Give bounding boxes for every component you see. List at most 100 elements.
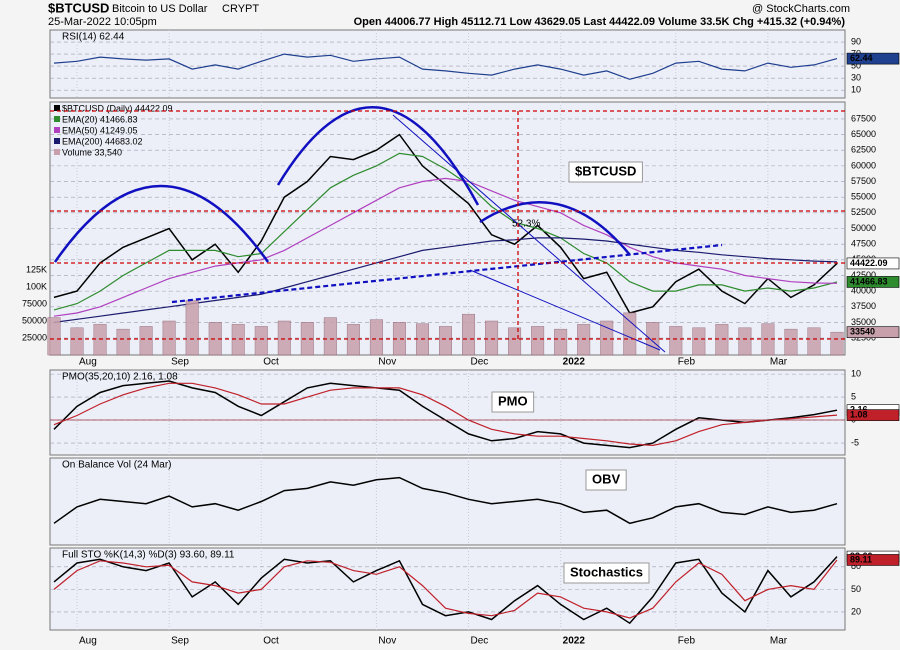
volume-bar <box>577 324 591 356</box>
legend-entry: EMA(20) 41466.83 <box>62 114 138 124</box>
last-value-label: 89.11 <box>850 554 872 564</box>
annotation: 52.3% <box>512 219 540 230</box>
volume-bar <box>554 328 568 356</box>
series-line <box>53 237 838 323</box>
y-tick-label: 52500 <box>851 207 876 217</box>
y-tick-label: 50 <box>851 60 861 70</box>
volume-bar <box>300 322 314 356</box>
brand: @ StockCharts.com <box>752 3 850 15</box>
volume-bar <box>277 320 291 356</box>
panel <box>49 101 846 356</box>
x-tick-label: Mar <box>770 357 788 368</box>
y-tick-label: 80 <box>851 561 861 571</box>
x-tick-label: Oct <box>263 636 279 647</box>
symbol: $BTCUSD <box>48 0 109 15</box>
y-tick-label: 30 <box>851 73 861 83</box>
panel-title: Full STO %K(14,3) %D(3) 93.60, 89.11 <box>62 550 235 561</box>
x-tick-label: Aug <box>79 357 97 368</box>
volume-bar <box>462 313 476 356</box>
y-tick-label: 47500 <box>851 239 876 249</box>
y-tick-label: 5 <box>851 391 856 401</box>
volume-bar <box>830 331 844 356</box>
y-tick-label: 60000 <box>851 160 876 170</box>
last-value-label: 41466.83 <box>850 276 888 286</box>
series-line <box>53 556 838 625</box>
drawn-annotation <box>479 201 631 256</box>
y-tick-label: 10 <box>851 369 861 379</box>
x-tick-label: Dec <box>471 357 489 368</box>
x-tick-label: Sep <box>171 636 189 647</box>
x-tick-label: Sep <box>171 357 189 368</box>
annotation-box <box>568 161 643 183</box>
legend-swatch <box>54 116 60 122</box>
y-tick-label: 42500 <box>851 270 876 280</box>
volume-bar <box>439 326 452 356</box>
exchange: CRYPT <box>222 3 259 15</box>
y-tick-label: 57500 <box>851 176 876 186</box>
last-value-label: 44422.09 <box>850 258 888 268</box>
y-tick-label: 20 <box>851 606 861 616</box>
volume-bar <box>807 327 821 356</box>
annotation: $BTCUSD <box>575 163 636 178</box>
last-value-box <box>846 257 900 270</box>
x-tick-label: Nov <box>378 357 396 368</box>
volume-bar <box>692 327 706 356</box>
drawn-annotation <box>392 114 666 353</box>
x-tick-label: Feb <box>678 357 696 368</box>
quote: Open 44006.77 High 45112.71 Low 43629.05… <box>354 16 846 28</box>
x-tick-label: Oct <box>263 357 279 368</box>
legend-swatch <box>54 138 60 144</box>
series-line <box>53 476 838 525</box>
legend-entry: EMA(200) 44683.02 <box>62 136 143 146</box>
volume-bar <box>254 326 268 356</box>
drawn-annotation <box>171 243 723 304</box>
y-tick-label: 50 <box>851 584 861 594</box>
x-tick-label: Aug <box>79 636 97 647</box>
volume-bar <box>116 328 130 356</box>
volume-bar <box>93 324 107 356</box>
y-tick-label: 65000 <box>851 129 876 139</box>
drawn-annotation <box>469 269 661 351</box>
y-tick-label: -5 <box>851 437 859 447</box>
y2-tick-label: 125K <box>26 264 47 274</box>
volume-bar <box>508 327 522 356</box>
y2-tick-label: 100K <box>26 281 47 291</box>
series-line <box>53 133 838 314</box>
series-line <box>53 152 838 311</box>
panel <box>49 369 846 456</box>
y-tick-label: 35000 <box>851 317 876 327</box>
legend-entry: Volume 33,540 <box>62 147 122 157</box>
volume-bar <box>600 320 614 356</box>
last-value-label: 1.08 <box>850 409 868 419</box>
annotation-box <box>585 469 627 491</box>
annotation: Stochastics <box>570 564 643 579</box>
panel <box>49 547 846 631</box>
volume-bar <box>47 317 61 356</box>
volume-bar <box>669 326 683 356</box>
annotation: PMO <box>498 393 528 408</box>
volume-bar <box>185 300 199 356</box>
series-line <box>53 559 838 619</box>
panel-title: On Balance Vol (24 Mar) <box>62 460 172 471</box>
legend-swatch <box>54 105 60 111</box>
volume-bar <box>485 320 499 356</box>
y2-tick-label: 50000 <box>22 315 47 325</box>
panel-title: PMO(35,20,10) 2.16, 1.08 <box>62 372 178 383</box>
series-line <box>53 177 838 317</box>
volume-bar <box>231 324 245 356</box>
volume-bar <box>715 324 729 356</box>
y-tick-label: 55000 <box>851 192 876 202</box>
volume-bar <box>738 327 752 356</box>
last-value-box <box>846 326 900 338</box>
volume-bar <box>346 324 360 356</box>
volume-bar <box>162 320 176 356</box>
last-value-label: 33540 <box>850 327 875 337</box>
legend-entry: $BTCUSD (Daily) 44422.09 <box>62 103 173 113</box>
y-tick-label: 67500 <box>851 113 876 123</box>
series-line <box>53 382 838 447</box>
panel-title: RSI(14) 62.44 <box>62 32 125 43</box>
drawn-annotation <box>53 184 270 263</box>
panel <box>49 29 846 99</box>
y-tick-label: 50000 <box>851 223 876 233</box>
volume-bar <box>623 312 637 356</box>
